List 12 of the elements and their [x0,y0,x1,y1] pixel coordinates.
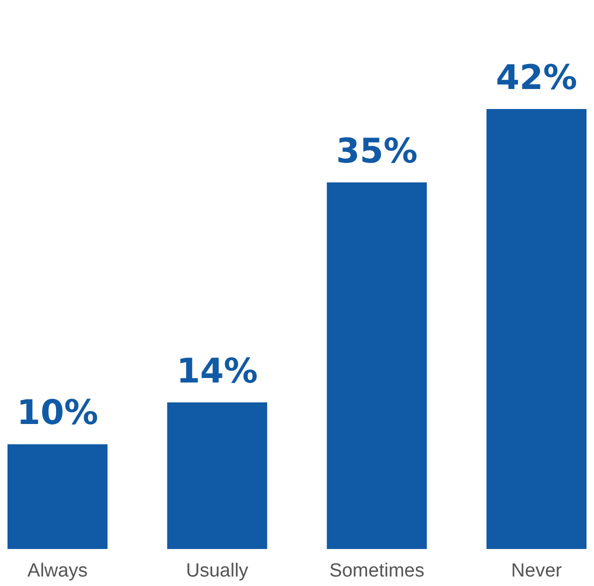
bar [326,182,427,549]
data-label: 10% [16,393,98,434]
x-tick-label: Usually [186,560,249,582]
bar [7,444,108,549]
x-tick-label: Never [511,560,563,582]
data-label: 35% [336,131,418,172]
x-tick-label: Sometimes [329,560,424,582]
x-tick-label: Always [27,560,88,582]
bar [486,109,587,549]
bar [167,402,268,549]
data-label: 42% [496,58,578,98]
data-label: 14% [176,351,258,392]
